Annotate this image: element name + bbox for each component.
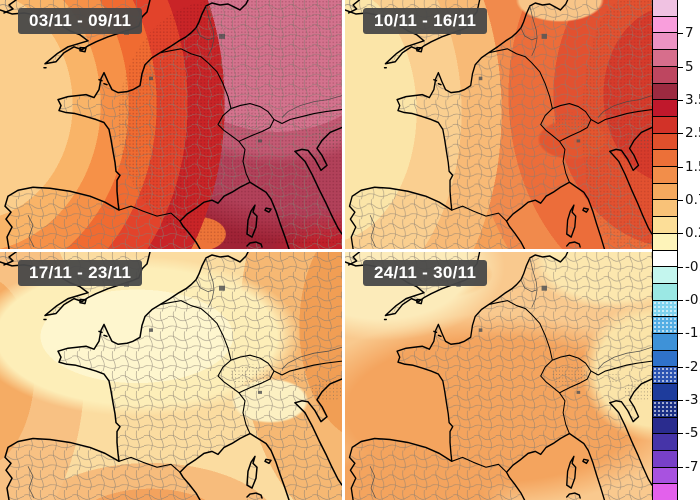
colorbar-segment: [653, 149, 677, 167]
map-panel-week4: 24/11 - 30/11: [345, 252, 652, 500]
colorbar-segment: [653, 132, 677, 150]
map-panel-week2: 10/11 - 16/11: [345, 0, 652, 249]
colorbar-segment: [653, 0, 677, 16]
colorbar-tick-label: 0.25: [685, 225, 700, 242]
colorbar-tick-label: 0.75: [685, 192, 700, 208]
colorbar-tick-label: 5: [685, 58, 694, 75]
colorbar-segment: [653, 333, 677, 350]
colorbar-segment: [653, 282, 677, 300]
colorbar-tick: [678, 200, 683, 201]
colorbar-tick: [678, 133, 683, 135]
color-scale-bar: [652, 0, 678, 500]
europe-map-week1: [0, 0, 342, 249]
map-panel-week3: 17/11 - 23/11: [0, 252, 342, 500]
colorbar-tick-label: 3.5: [685, 92, 700, 108]
colorbar-tick-label: -5: [685, 425, 699, 442]
colorbar-segment: [653, 383, 677, 400]
colorbar-segment: [653, 366, 677, 384]
colorbar-segment: [653, 182, 677, 200]
colorbar-tick-label: -2.5: [685, 358, 700, 375]
date-range-badge-week4: 24/11 - 30/11: [363, 260, 488, 286]
colorbar-segment: [653, 82, 677, 100]
colorbar-tick-label: 7: [685, 25, 694, 42]
colorbar-segment: [653, 433, 677, 450]
colorbar-tick-label: -7: [685, 458, 699, 475]
colorbar-segment: [653, 349, 677, 367]
colorbar-segment: [653, 65, 677, 83]
colorbar-tick: [678, 166, 683, 168]
colorbar-tick: [678, 266, 683, 268]
map-panel-week1: 03/11 - 09/11: [0, 0, 342, 249]
colorbar-segment: [653, 166, 677, 183]
colorbar-segment: [653, 32, 677, 50]
colorbar-segment: [653, 15, 677, 33]
colorbar-segment: [653, 483, 677, 500]
colorbar-tick: [678, 433, 683, 435]
date-range-badge-week2: 10/11 - 16/11: [363, 8, 488, 34]
colorbar-tick-label: -0.25: [685, 258, 700, 275]
colorbar-tick: [678, 100, 683, 101]
colorbar-segment: [653, 449, 677, 467]
europe-map-week3: [0, 252, 342, 500]
colorbar-tick-label: 2.5: [685, 125, 700, 142]
colorbar-tick-label: -3.5: [685, 392, 700, 408]
colorbar-segment: [653, 316, 677, 334]
colorbar-tick: [678, 366, 683, 368]
date-range-badge-week3: 17/11 - 23/11: [18, 260, 143, 286]
colorbar-tick: [678, 466, 683, 468]
colorbar-segment: [653, 199, 677, 217]
colorbar-segment: [653, 266, 677, 283]
europe-map-week4: [345, 252, 652, 500]
colorbar-segment: [653, 49, 677, 66]
color-scale-ticks: 7 5 3.5 2.5 1.5 0.75 0.25 -0.25 -0.75 -1.5 -2.5 -3.…: [678, 0, 700, 500]
colorbar-segment: [653, 115, 677, 133]
colorbar-segment: [653, 249, 677, 267]
colorbar-tick: [678, 300, 683, 301]
colorbar-segment: [653, 399, 677, 417]
colorbar-tick: [678, 233, 683, 235]
colorbar-tick-label: -0.75: [685, 292, 700, 308]
colorbar-tick: [678, 66, 683, 68]
colorbar-tick-label: 1.5: [685, 158, 700, 175]
colorbar-segment: [653, 416, 677, 434]
colorbar-tick: [678, 333, 683, 335]
colorbar-segment: [653, 232, 677, 250]
europe-map-week2: [345, 0, 652, 249]
colorbar-segment: [653, 99, 677, 116]
colorbar-segment: [653, 466, 677, 484]
colorbar-tick: [678, 33, 683, 35]
colorbar-tick: [678, 400, 683, 401]
date-range-badge-week1: 03/11 - 09/11: [18, 8, 143, 34]
colorbar-tick-label: -1.5: [685, 325, 700, 342]
colorbar-segment: [653, 299, 677, 317]
colorbar-segment: [653, 216, 677, 233]
